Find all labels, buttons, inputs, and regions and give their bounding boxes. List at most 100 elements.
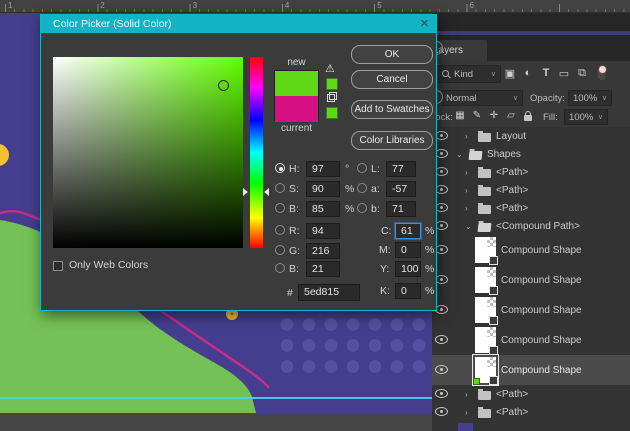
chevron-collapsed-icon[interactable]: › [465, 185, 468, 195]
radio-a[interactable] [357, 183, 367, 193]
chevron-collapsed-icon[interactable]: › [465, 131, 468, 141]
bb-input[interactable]: 71 [386, 201, 416, 217]
visibility-eye-icon[interactable] [435, 365, 448, 374]
close-icon[interactable]: ✕ [419, 18, 429, 30]
layer-row-shape[interactable]: Compound Shape [432, 265, 630, 295]
radio-g[interactable] [275, 245, 285, 255]
chevron-collapsed-icon[interactable]: › [465, 203, 468, 213]
layer-row-group[interactable] [432, 421, 630, 431]
chevron-collapsed-icon[interactable]: › [465, 407, 468, 417]
web-safe-color-chip[interactable] [326, 107, 338, 119]
layer-row-group[interactable]: › <Path> [432, 181, 630, 199]
layer-row-group[interactable]: ⌄ Shapes [432, 145, 630, 163]
kind-filter-dropdown[interactable]: Kind ∨ [437, 65, 501, 83]
y-input[interactable]: 100 [395, 261, 421, 277]
filter-toggle-switch[interactable] [598, 66, 606, 80]
chevron-expanded-icon[interactable]: ⌄ [456, 149, 463, 159]
h-input[interactable]: 97 [306, 161, 340, 177]
layer-name[interactable]: <Path> [496, 388, 529, 400]
filter-adjustment-layers-icon[interactable]: ◐ [524, 67, 532, 79]
filter-smart-objects-icon[interactable]: ⧉ [578, 67, 586, 79]
layer-thumbnail[interactable] [475, 267, 498, 295]
saturation-brightness-field[interactable] [53, 57, 243, 248]
lock-pixels-icon[interactable]: ✎ [472, 110, 482, 121]
fill-dropdown[interactable]: 100% ∨ [564, 109, 608, 125]
layer-name[interactable]: Compound Shape [501, 364, 582, 376]
m-input[interactable]: 0 [395, 242, 421, 258]
dialog-titlebar[interactable]: Color Picker (Solid Color) ✕ [41, 15, 436, 33]
lock-all-icon[interactable] [524, 111, 532, 121]
radio-l[interactable] [357, 163, 367, 173]
hex-input[interactable]: 5ed815 [298, 284, 360, 301]
layer-row-shape[interactable]: Compound Shape [432, 295, 630, 325]
ok-button[interactable]: OK [351, 45, 433, 64]
layer-row-group[interactable]: › <Path> [432, 163, 630, 181]
layer-thumbnail[interactable] [472, 354, 499, 386]
a-input[interactable]: -57 [386, 181, 416, 197]
background-layer-thumbnail[interactable] [458, 423, 473, 431]
layer-name[interactable]: <Path> [496, 202, 529, 214]
g-input[interactable]: 216 [306, 243, 340, 259]
opacity-dropdown[interactable]: 100% ∨ [568, 90, 612, 106]
chevron-collapsed-icon[interactable]: › [465, 167, 468, 177]
c-input[interactable]: 61 [395, 223, 421, 239]
chevron-collapsed-icon[interactable]: › [465, 389, 468, 399]
layer-name[interactable]: Shapes [487, 148, 521, 160]
color-field-marker[interactable] [218, 80, 229, 91]
b2-input[interactable]: 21 [306, 261, 340, 277]
lock-transparency-icon[interactable]: ▦ [455, 110, 465, 121]
layer-name[interactable]: Compound Shape [501, 334, 582, 346]
b-input[interactable]: 85 [306, 201, 340, 217]
visibility-eye-icon[interactable] [435, 389, 448, 398]
hue-slider[interactable] [250, 57, 263, 248]
s-input[interactable]: 90 [306, 181, 340, 197]
hue-slider-arrow-left[interactable] [243, 188, 248, 196]
hue-slider-arrow-right[interactable] [264, 188, 269, 196]
radio-h[interactable] [275, 163, 285, 173]
layer-name[interactable]: Layout [496, 130, 527, 142]
visibility-eye-icon[interactable] [435, 407, 448, 416]
layer-name[interactable]: <Path> [496, 184, 529, 196]
lock-position-icon[interactable]: ✛ [489, 110, 499, 121]
k-input[interactable]: 0 [395, 283, 421, 299]
layer-name[interactable]: <Path> [496, 406, 529, 418]
only-web-colors-checkbox[interactable] [53, 261, 63, 271]
r-input[interactable]: 94 [306, 223, 340, 239]
radio-s[interactable] [275, 183, 285, 193]
radio-r[interactable] [275, 225, 285, 235]
layer-thumbnail[interactable] [475, 327, 498, 355]
current-color-swatch[interactable] [275, 96, 318, 122]
chevron-expanded-icon[interactable]: ⌄ [465, 221, 472, 231]
layer-row-shape[interactable]: Compound Shape [432, 235, 630, 265]
blend-mode-dropdown[interactable]: Normal ∨ [441, 90, 523, 106]
filter-pixel-layers-icon[interactable]: ▣ [504, 68, 516, 80]
add-to-swatches-button[interactable]: Add to Swatches [351, 100, 433, 119]
radio-b2[interactable] [275, 263, 285, 273]
layer-name[interactable]: Compound Shape [501, 274, 582, 286]
tab-layers[interactable]: Layers [432, 40, 487, 61]
layer-row-shape[interactable]: Compound Shape [432, 325, 630, 355]
color-libraries-button[interactable]: Color Libraries [351, 131, 433, 150]
filter-shape-layers-icon[interactable]: ▭ [558, 68, 570, 80]
gamut-warning-icon[interactable]: ⚠ [325, 63, 335, 75]
layer-name[interactable]: Compound Shape [501, 244, 582, 256]
layer-row-shape[interactable]: Compound Shape [432, 354, 630, 386]
layer-thumbnail[interactable] [475, 237, 498, 265]
layer-row-group[interactable]: › <Path> [432, 403, 630, 421]
layer-name[interactable]: Compound Shape [501, 304, 582, 316]
layer-name[interactable]: <Compound Path> [496, 220, 580, 232]
layer-thumbnail[interactable] [475, 297, 498, 325]
web-safe-cube-icon[interactable] [327, 92, 337, 102]
filter-type-layers-icon[interactable]: T [542, 67, 550, 79]
radio-bb[interactable] [357, 203, 367, 213]
cancel-button[interactable]: Cancel [351, 70, 433, 89]
layer-row-group[interactable]: › Layout [432, 127, 630, 145]
gamut-color-chip[interactable] [326, 78, 338, 90]
l-input[interactable]: 77 [386, 161, 416, 177]
lock-artboard-icon[interactable]: ▱ [507, 110, 515, 121]
layer-row-group[interactable]: ⌄ <Compound Path> [432, 217, 630, 235]
visibility-eye-icon[interactable] [435, 335, 448, 344]
layer-row-group[interactable]: › <Path> [432, 385, 630, 403]
layer-row-group[interactable]: › <Path> [432, 199, 630, 217]
layer-name[interactable]: <Path> [496, 166, 529, 178]
